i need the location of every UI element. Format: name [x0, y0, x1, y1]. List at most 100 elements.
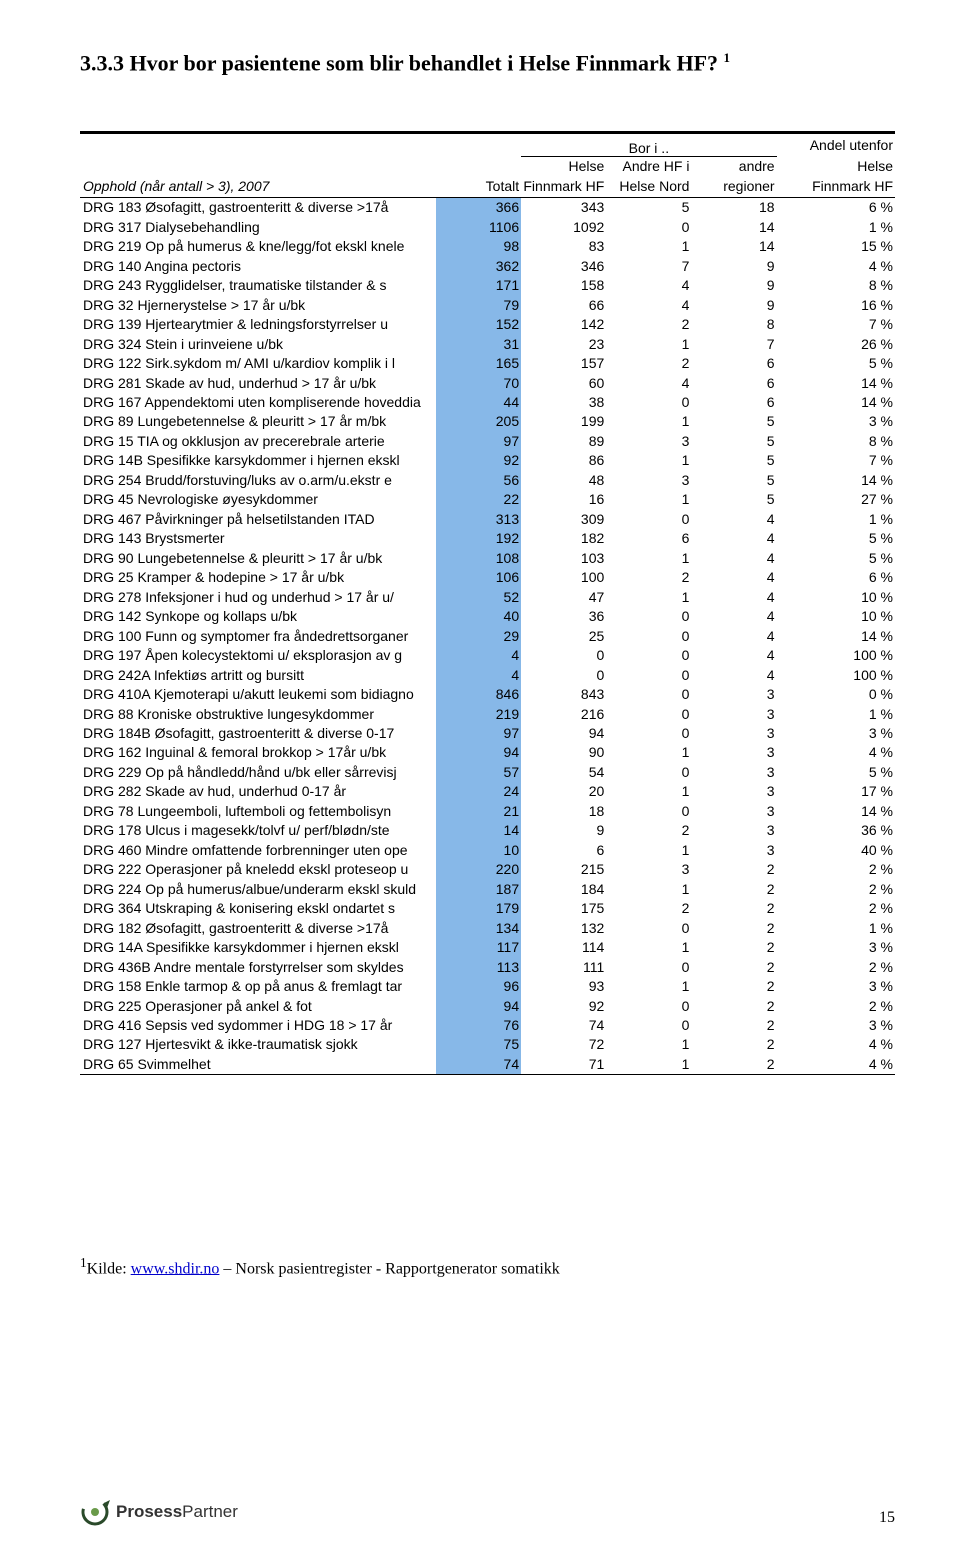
- cell-regioner: 2: [691, 860, 776, 879]
- cell-totalt: 165: [436, 354, 521, 373]
- cell-totalt: 108: [436, 548, 521, 567]
- table-row: DRG 219 Op på humerus & kne/legg/fot eks…: [80, 237, 895, 256]
- cell-regioner: 4: [691, 568, 776, 587]
- cell-pct: 2 %: [777, 996, 895, 1015]
- cell-pct: 14 %: [777, 393, 895, 412]
- cell-regioner: 3: [691, 801, 776, 820]
- cell-totalt: 76: [436, 1016, 521, 1035]
- cell-helse-nord: 0: [606, 685, 691, 704]
- cell-label: DRG 282 Skade av hud, underhud 0-17 år: [80, 782, 436, 801]
- cell-finnmark: 83: [521, 237, 606, 256]
- cell-finnmark: 132: [521, 918, 606, 937]
- footnote: 1Kilde: www.shdir.no – Norsk pasientregi…: [80, 1255, 895, 1278]
- cell-regioner: 6: [691, 393, 776, 412]
- cell-regioner: 5: [691, 451, 776, 470]
- cell-pct: 16 %: [777, 295, 895, 314]
- cell-regioner: 5: [691, 490, 776, 509]
- cell-finnmark: 199: [521, 412, 606, 431]
- cell-totalt: 94: [436, 996, 521, 1015]
- hdr-andre-1: andre: [691, 156, 776, 177]
- table-row: DRG 184B Øsofagitt, gastroenteritt & div…: [80, 723, 895, 742]
- cell-helse-nord: 1: [606, 237, 691, 256]
- cell-totalt: 117: [436, 938, 521, 957]
- cell-totalt: 22: [436, 490, 521, 509]
- cell-totalt: 97: [436, 723, 521, 742]
- table-row: DRG 122 Sirk.sykdom m/ AMI u/kardiov kom…: [80, 354, 895, 373]
- cell-regioner: 2: [691, 879, 776, 898]
- logo-text-1: Prosess: [116, 1502, 182, 1521]
- table-row: DRG 14A Spesifikke karsykdommer i hjerne…: [80, 938, 895, 957]
- cell-label: DRG 14A Spesifikke karsykdommer i hjerne…: [80, 938, 436, 957]
- cell-pct: 5 %: [777, 762, 895, 781]
- cell-label: DRG 143 Brystsmerter: [80, 529, 436, 548]
- cell-label: DRG 88 Kroniske obstruktive lungesykdomm…: [80, 704, 436, 723]
- cell-helse-nord: 3: [606, 431, 691, 450]
- cell-pct: 3 %: [777, 938, 895, 957]
- cell-label: DRG 364 Utskraping & konisering ekskl on…: [80, 899, 436, 918]
- cell-helse-nord: 5: [606, 197, 691, 217]
- cell-finnmark: 48: [521, 470, 606, 489]
- cell-totalt: 106: [436, 568, 521, 587]
- table-row: DRG 364 Utskraping & konisering ekskl on…: [80, 899, 895, 918]
- cell-regioner: 14: [691, 237, 776, 256]
- cell-pct: 6 %: [777, 568, 895, 587]
- cell-totalt: 205: [436, 412, 521, 431]
- hdr-blank: [436, 136, 521, 156]
- cell-totalt: 192: [436, 529, 521, 548]
- cell-totalt: 10: [436, 840, 521, 859]
- cell-totalt: 4: [436, 646, 521, 665]
- cell-helse-nord: 3: [606, 860, 691, 879]
- footnote-link[interactable]: www.shdir.no: [131, 1260, 220, 1277]
- hdr-totalt: Totalt: [436, 177, 521, 198]
- cell-regioner: 6: [691, 373, 776, 392]
- cell-regioner: 6: [691, 354, 776, 373]
- cell-helse-nord: 1: [606, 879, 691, 898]
- page-footer: ProsessPartner 15: [80, 1497, 895, 1527]
- cell-regioner: 3: [691, 762, 776, 781]
- table-row: DRG 317 Dialysebehandling110610920141 %: [80, 217, 895, 236]
- table-row: DRG 224 Op på humerus/albue/underarm eks…: [80, 879, 895, 898]
- cell-regioner: 3: [691, 704, 776, 723]
- cell-pct: 36 %: [777, 821, 895, 840]
- cell-label: DRG 127 Hjertesvikt & ikke-traumatisk sj…: [80, 1035, 436, 1054]
- table-row: DRG 460 Mindre omfattende forbrenninger …: [80, 840, 895, 859]
- table-body: DRG 183 Øsofagitt, gastroenteritt & dive…: [80, 197, 895, 1074]
- cell-helse-nord: 0: [606, 762, 691, 781]
- cell-pct: 3 %: [777, 412, 895, 431]
- cell-helse-nord: 1: [606, 334, 691, 353]
- hdr-blank: [80, 156, 436, 177]
- hdr-helse-1: Helse: [521, 156, 606, 177]
- cell-regioner: 4: [691, 529, 776, 548]
- cell-pct: 15 %: [777, 237, 895, 256]
- table-row: DRG 14B Spesifikke karsykdommer i hjerne…: [80, 451, 895, 470]
- cell-finnmark: 36: [521, 607, 606, 626]
- table-row: DRG 281 Skade av hud, underhud > 17 år u…: [80, 373, 895, 392]
- cell-totalt: 75: [436, 1035, 521, 1054]
- cell-pct: 14 %: [777, 470, 895, 489]
- cell-pct: 2 %: [777, 957, 895, 976]
- cell-helse-nord: 1: [606, 782, 691, 801]
- hdr-opphold: Opphold (når antall > 3), 2007: [80, 177, 436, 198]
- cell-totalt: 24: [436, 782, 521, 801]
- cell-regioner: 5: [691, 431, 776, 450]
- cell-totalt: 44: [436, 393, 521, 412]
- cell-totalt: 362: [436, 256, 521, 275]
- cell-finnmark: 71: [521, 1054, 606, 1074]
- hdr-blank: [436, 156, 521, 177]
- hdr-finnmark-hf: Finnmark HF: [777, 177, 895, 198]
- table-row: DRG 142 Synkope og kollaps u/bk40360410 …: [80, 607, 895, 626]
- cell-label: DRG 90 Lungebetennelse & pleuritt > 17 å…: [80, 548, 436, 567]
- cell-regioner: 3: [691, 743, 776, 762]
- hdr-blank: [80, 136, 436, 156]
- table-row: DRG 45 Nevrologiske øyesykdommer22161527…: [80, 490, 895, 509]
- cell-finnmark: 1092: [521, 217, 606, 236]
- cell-pct: 17 %: [777, 782, 895, 801]
- cell-helse-nord: 4: [606, 373, 691, 392]
- cell-regioner: 2: [691, 918, 776, 937]
- cell-totalt: 97: [436, 431, 521, 450]
- cell-regioner: 9: [691, 256, 776, 275]
- table-row: DRG 225 Operasjoner på ankel & fot949202…: [80, 996, 895, 1015]
- cell-pct: 1 %: [777, 704, 895, 723]
- cell-finnmark: 111: [521, 957, 606, 976]
- logo-icon: [80, 1497, 110, 1527]
